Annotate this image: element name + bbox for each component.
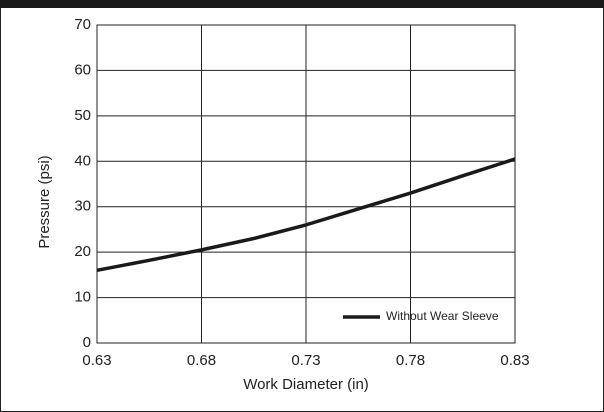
data-line: [96, 157, 516, 273]
y-tick-label: 40: [74, 152, 91, 169]
y-tick-label: 0: [83, 334, 91, 351]
y-tick-label: 70: [74, 16, 91, 33]
x-tick-label: 0.73: [291, 352, 320, 369]
y-tick-label: 10: [74, 289, 91, 306]
y-tick-label: 60: [74, 61, 91, 78]
legend-label: Without Wear Sleeve: [386, 309, 499, 323]
x-tick-label: 0.68: [187, 352, 216, 369]
y-tick-label: 30: [74, 198, 91, 215]
x-axis-label: Work Diameter (in): [243, 376, 369, 393]
y-tick-label: 50: [74, 107, 91, 124]
plot-border: [96, 24, 516, 344]
x-tick-label: 0.78: [396, 352, 425, 369]
y-tick-label: 20: [74, 243, 91, 260]
x-tick-label: 0.83: [500, 352, 529, 369]
top-bar: [0, 0, 604, 8]
y-axis-label: Pressure (psi): [36, 155, 53, 248]
x-tick-label: 0.63: [82, 352, 111, 369]
